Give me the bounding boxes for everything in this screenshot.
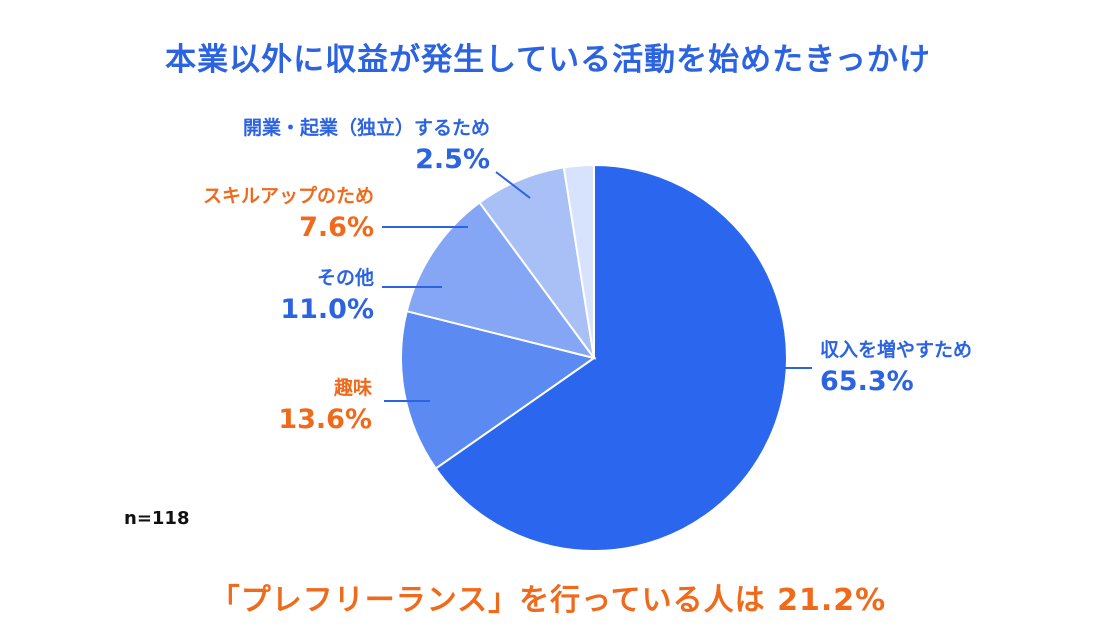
sample-size-label: n=118 [124,508,190,529]
slice-value-income: 65.3% [820,365,914,397]
leader-line-startup [495,171,531,199]
slice-value-other: 11.0% [280,293,374,325]
pie-slice-startup [562,163,595,359]
slice-name-skillup: スキルアップのため [202,185,374,207]
slice-label-startup: 開業・起業（独立）するため 2.5% [243,118,490,175]
slice-name-hobby: 趣味 [333,377,372,399]
slice-value-hobby: 13.6% [278,403,372,435]
pie-slice-other [405,201,597,360]
slice-name-income: 収入を増やすため [820,339,973,361]
pie-slice-hobby [400,309,597,470]
slice-label-income: 収入を増やすため 65.3% [820,340,972,397]
slice-value-skillup: 7.6% [299,211,374,243]
slice-label-other: その他 11.0% [280,268,374,325]
slice-name-other: その他 [316,267,374,289]
slice-value-startup: 2.5% [415,143,490,175]
slice-name-startup: 開業・起業（独立）するため [242,117,490,139]
slice-label-hobby: 趣味 13.6% [278,378,372,435]
slice-label-skillup: スキルアップのため 7.6% [203,186,374,243]
chart-title: 本業以外に収益が発生している活動を始めたきっかけ [165,42,931,78]
footer-note: 「プレフリーランス」を行っている人は 21.2% [209,583,887,618]
pie-slice-income [434,163,788,552]
